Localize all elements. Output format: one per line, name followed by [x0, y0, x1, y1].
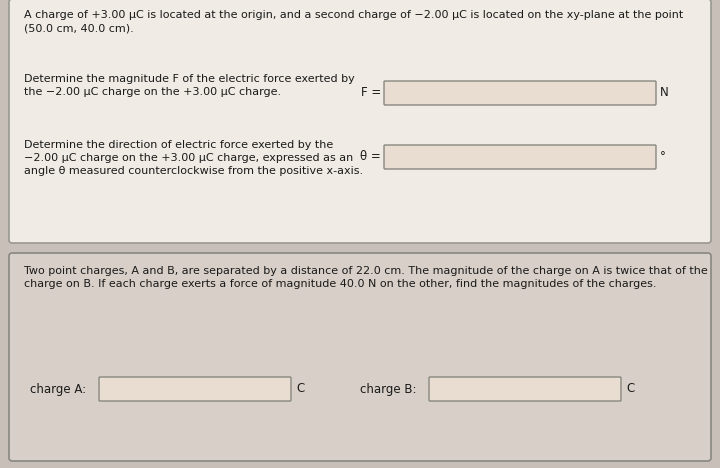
FancyBboxPatch shape	[384, 81, 656, 105]
Text: C: C	[626, 382, 634, 395]
Text: Determine the magnitude F of the electric force exerted by
the −2.00 μC charge o: Determine the magnitude F of the electri…	[24, 74, 355, 97]
FancyBboxPatch shape	[429, 377, 621, 401]
Text: charge A:: charge A:	[30, 382, 86, 395]
FancyBboxPatch shape	[9, 253, 711, 461]
Text: °: °	[660, 151, 666, 163]
FancyBboxPatch shape	[99, 377, 291, 401]
Text: Determine the direction of electric force exerted by the
−2.00 μC charge on the : Determine the direction of electric forc…	[24, 140, 363, 176]
FancyBboxPatch shape	[384, 145, 656, 169]
Text: F =: F =	[361, 87, 381, 100]
Text: θ =: θ =	[360, 151, 381, 163]
Text: C: C	[296, 382, 305, 395]
Text: Two point charges, A and B, are separated by a distance of 22.0 cm. The magnitud: Two point charges, A and B, are separate…	[24, 266, 708, 289]
Text: charge B:: charge B:	[360, 382, 416, 395]
FancyBboxPatch shape	[9, 0, 711, 243]
Text: A charge of +3.00 μC is located at the origin, and a second charge of −2.00 μC i: A charge of +3.00 μC is located at the o…	[24, 10, 683, 33]
Text: N: N	[660, 87, 669, 100]
